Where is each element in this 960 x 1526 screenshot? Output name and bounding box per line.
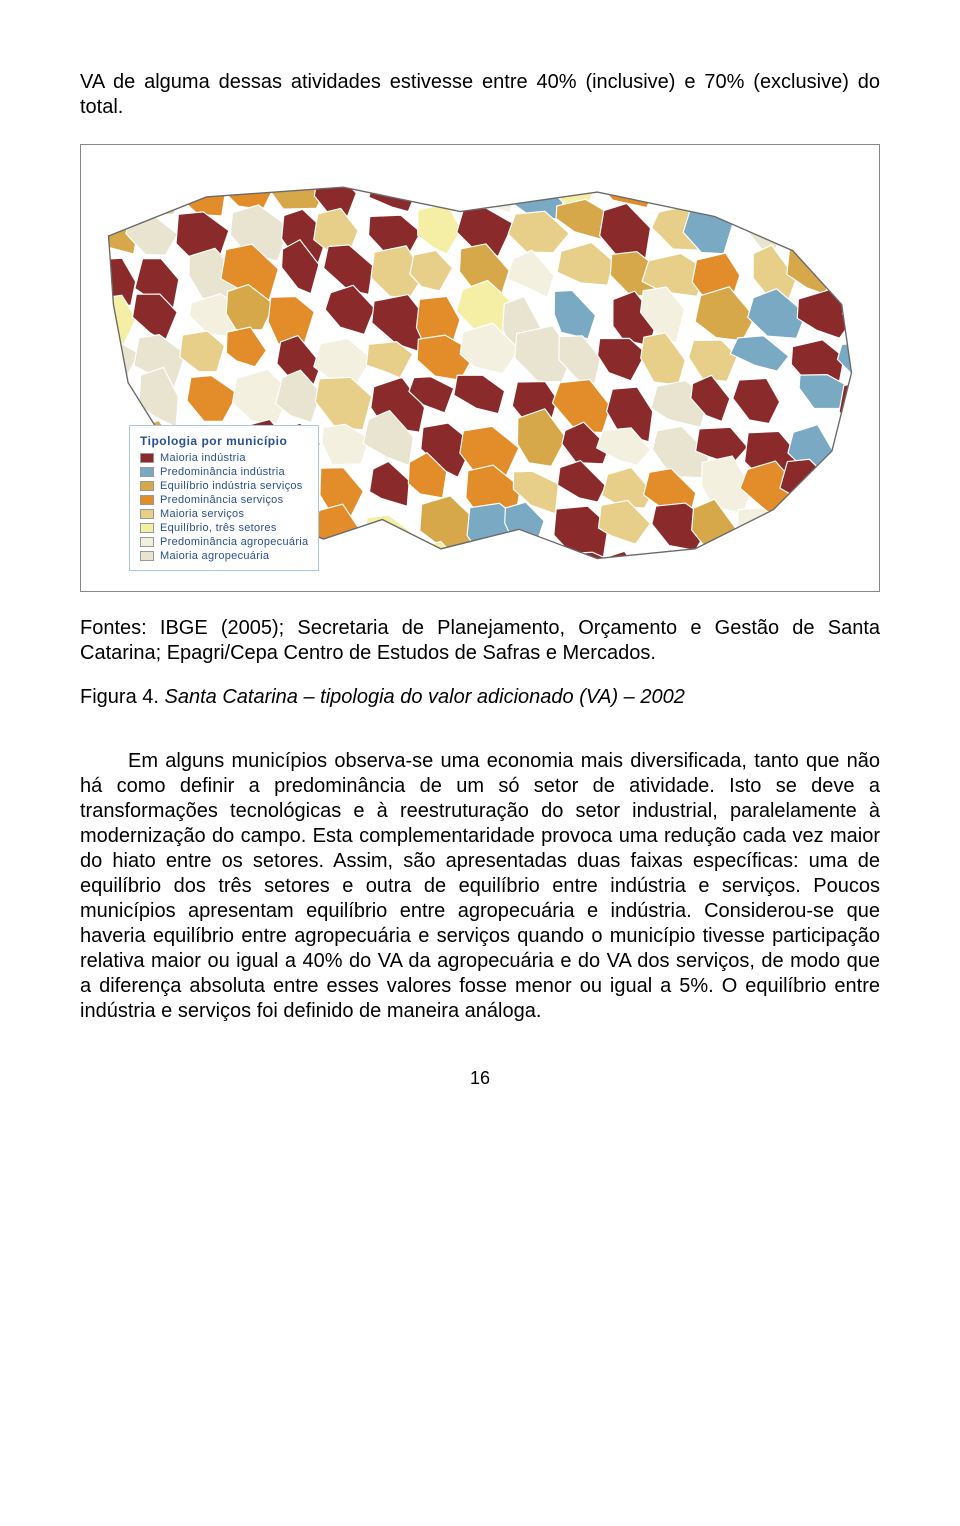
figure-source: Fontes: IBGE (2005); Secretaria de Plane… — [80, 616, 880, 666]
legend-label: Predominância indústria — [160, 466, 285, 478]
map-legend: Tipologia por município Maioria indústri… — [129, 425, 319, 571]
legend-item: Equilíbrio indústria serviços — [140, 480, 308, 492]
body-paragraph: Em alguns municípios observa-se uma econ… — [80, 749, 880, 1024]
page-number: 16 — [80, 1068, 880, 1089]
legend-label: Maioria serviços — [160, 508, 244, 520]
legend-swatch — [140, 509, 154, 519]
legend-item: Maioria serviços — [140, 508, 308, 520]
legend-label: Predominância agropecuária — [160, 536, 308, 548]
legend-swatch — [140, 481, 154, 491]
legend-label: Maioria indústria — [160, 452, 246, 464]
legend-label: Equilíbrio, três setores — [160, 522, 277, 534]
legend-swatch — [140, 537, 154, 547]
legend-item: Predominância serviços — [140, 494, 308, 506]
figure-container: Tipologia por município Maioria indústri… — [80, 144, 880, 592]
legend-title: Tipologia por município — [140, 434, 308, 448]
figure-label: Figura 4. — [80, 686, 159, 708]
figure-caption: Figura 4. Santa Catarina – tipologia do … — [80, 686, 880, 709]
legend-item: Predominância agropecuária — [140, 536, 308, 548]
legend-label: Predominância serviços — [160, 494, 283, 506]
intro-paragraph: VA de alguma dessas atividades estivesse… — [80, 70, 880, 120]
legend-item: Maioria indústria — [140, 452, 308, 464]
legend-item: Equilíbrio, três setores — [140, 522, 308, 534]
legend-swatch — [140, 551, 154, 561]
figure-title: Santa Catarina – tipologia do valor adic… — [165, 686, 685, 708]
choropleth-map: Tipologia por município Maioria indústri… — [89, 153, 871, 583]
legend-swatch — [140, 495, 154, 505]
legend-swatch — [140, 467, 154, 477]
legend-item: Maioria agropecuária — [140, 550, 308, 562]
document-page: VA de alguma dessas atividades estivesse… — [0, 0, 960, 1129]
legend-swatch — [140, 523, 154, 533]
legend-swatch — [140, 453, 154, 463]
legend-label: Maioria agropecuária — [160, 550, 269, 562]
legend-item: Predominância indústria — [140, 466, 308, 478]
legend-label: Equilíbrio indústria serviços — [160, 480, 303, 492]
